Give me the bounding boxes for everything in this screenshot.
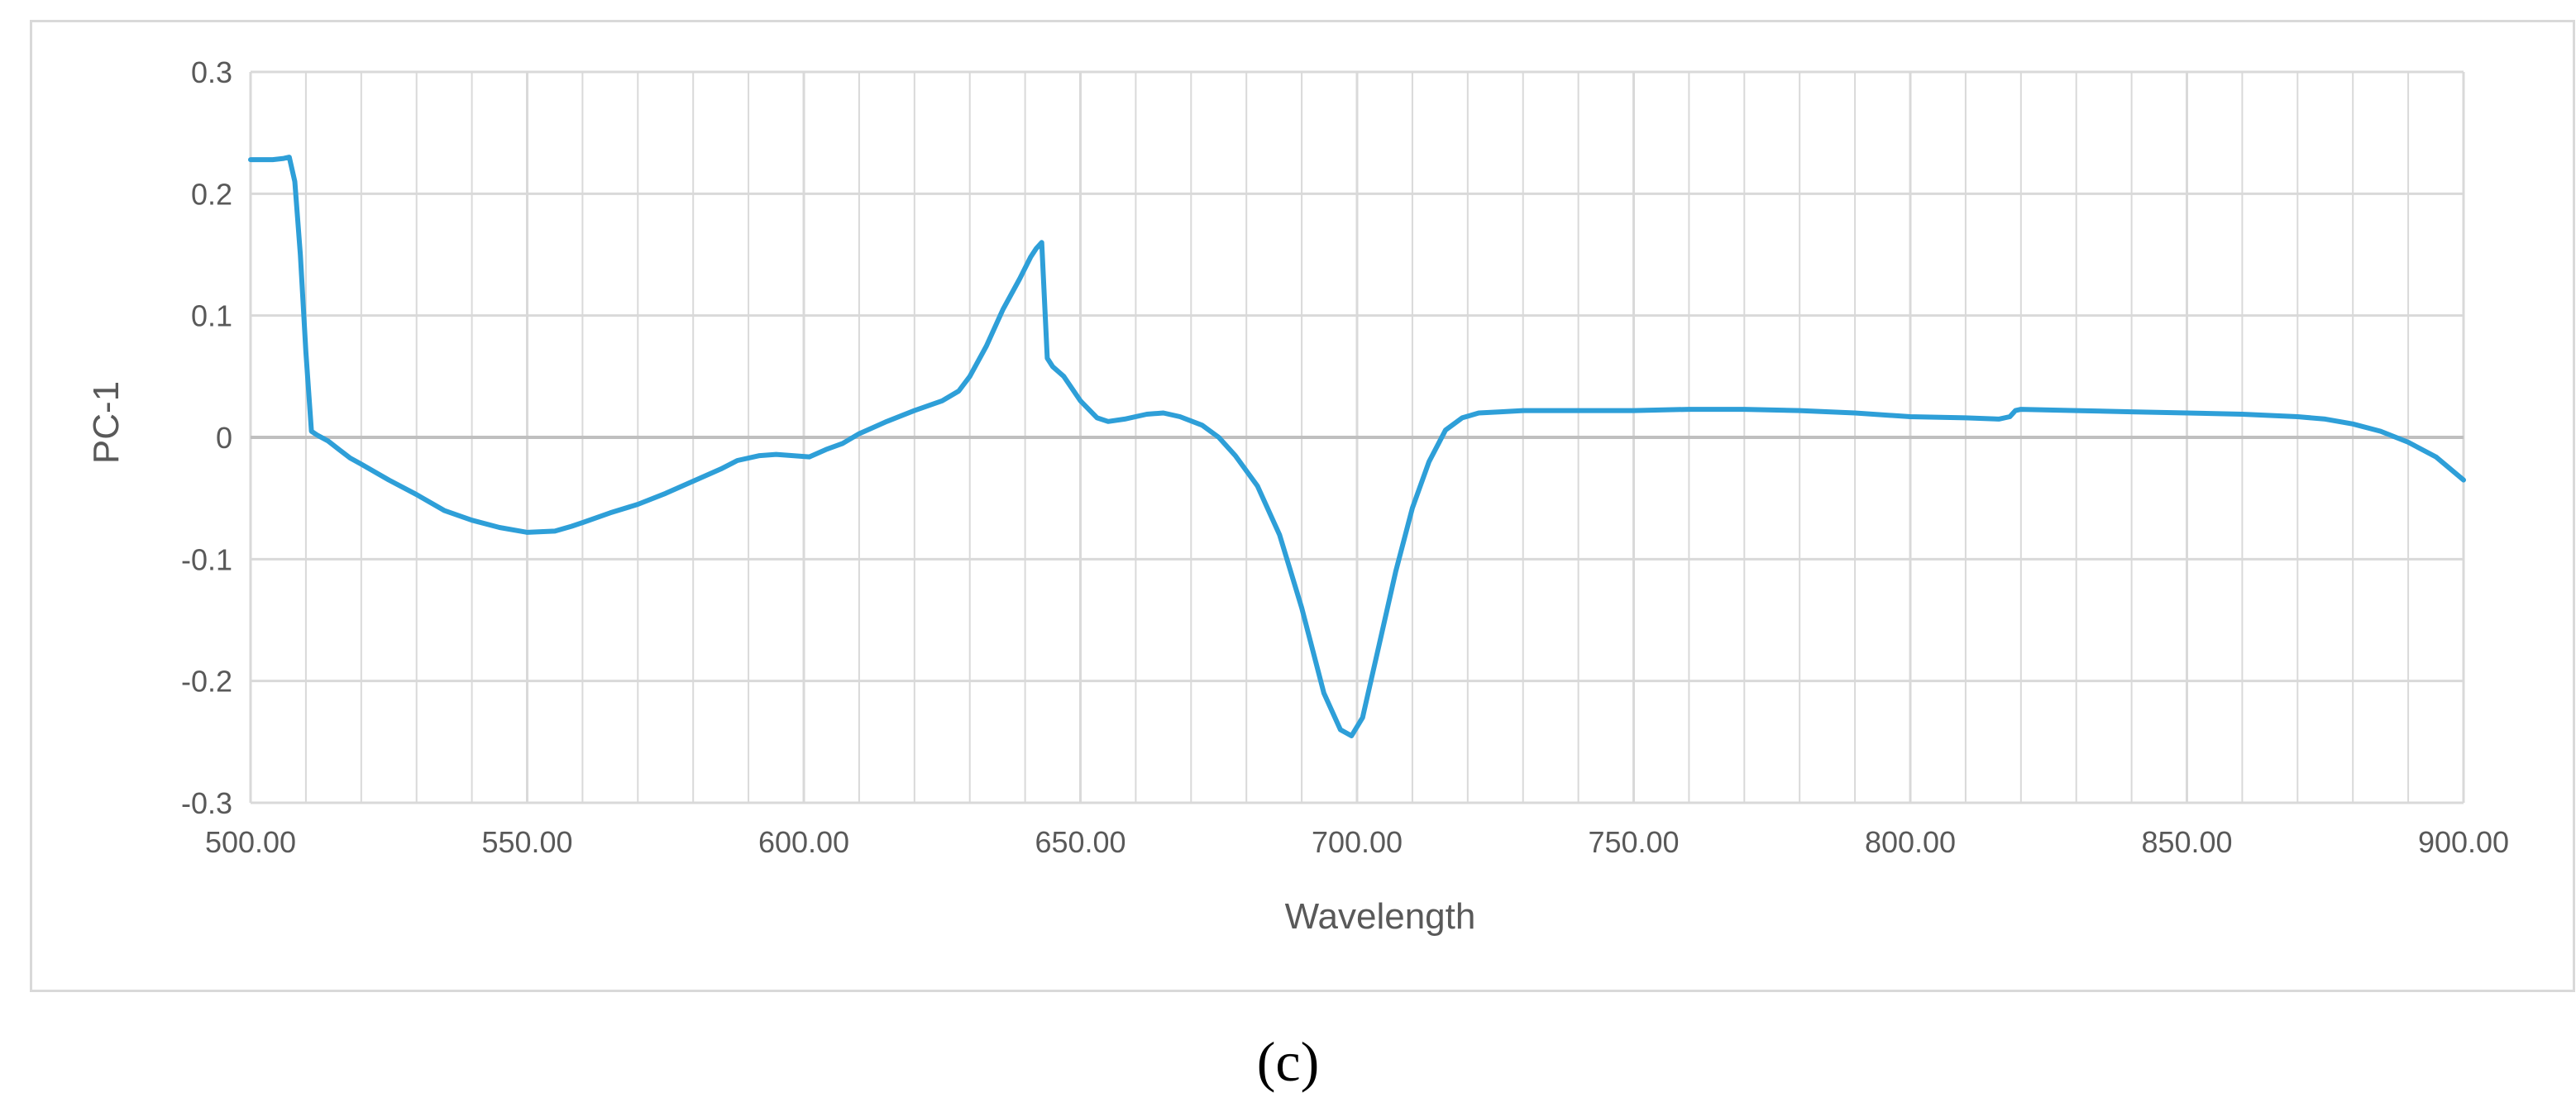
x-axis-title: Wavelength [1285,896,1476,937]
x-tick-label: 650.00 [1035,825,1126,859]
x-tick-label: 700.00 [1312,825,1403,859]
y-tick-label: 0.1 [191,299,232,333]
series-layer [248,155,2466,738]
x-tick-label: 900.00 [2418,825,2509,859]
x-tick-label: 800.00 [1865,825,1956,859]
y-tick-label: -0.1 [181,542,232,576]
y-tick-label: 0.3 [191,55,232,89]
series-line-1 [248,155,2466,738]
y-tick-label: -0.3 [181,786,232,820]
line-chart: 0.3 0.2 0.1 0 -0.1 -0.2 -0.3 500.00 550.00 600.0… [86,55,2509,937]
y-tick-labels: 0.3 0.2 0.1 0 -0.1 -0.2 -0.3 [181,55,232,820]
figure-caption: (c) [1256,1030,1320,1093]
y-tick-label: -0.2 [181,665,232,699]
x-tick-label: 750.00 [1588,825,1679,859]
y-axis-title: PC-1 [86,381,127,464]
chart-area: 0.3 0.2 0.1 0 -0.1 -0.2 -0.3 500.00 550.00 600.0… [30,20,2575,992]
x-tick-label: 600.00 [758,825,849,859]
y-tick-label: 0.2 [191,177,232,211]
y-tick-label: 0 [216,421,232,455]
x-tick-label: 500.00 [205,825,296,859]
x-tick-label: 850.00 [2141,825,2232,859]
x-tick-label: 550.00 [481,825,572,859]
x-tick-labels: 500.00 550.00 600.00 650.00 700.00 750.00 800.… [205,825,2509,859]
